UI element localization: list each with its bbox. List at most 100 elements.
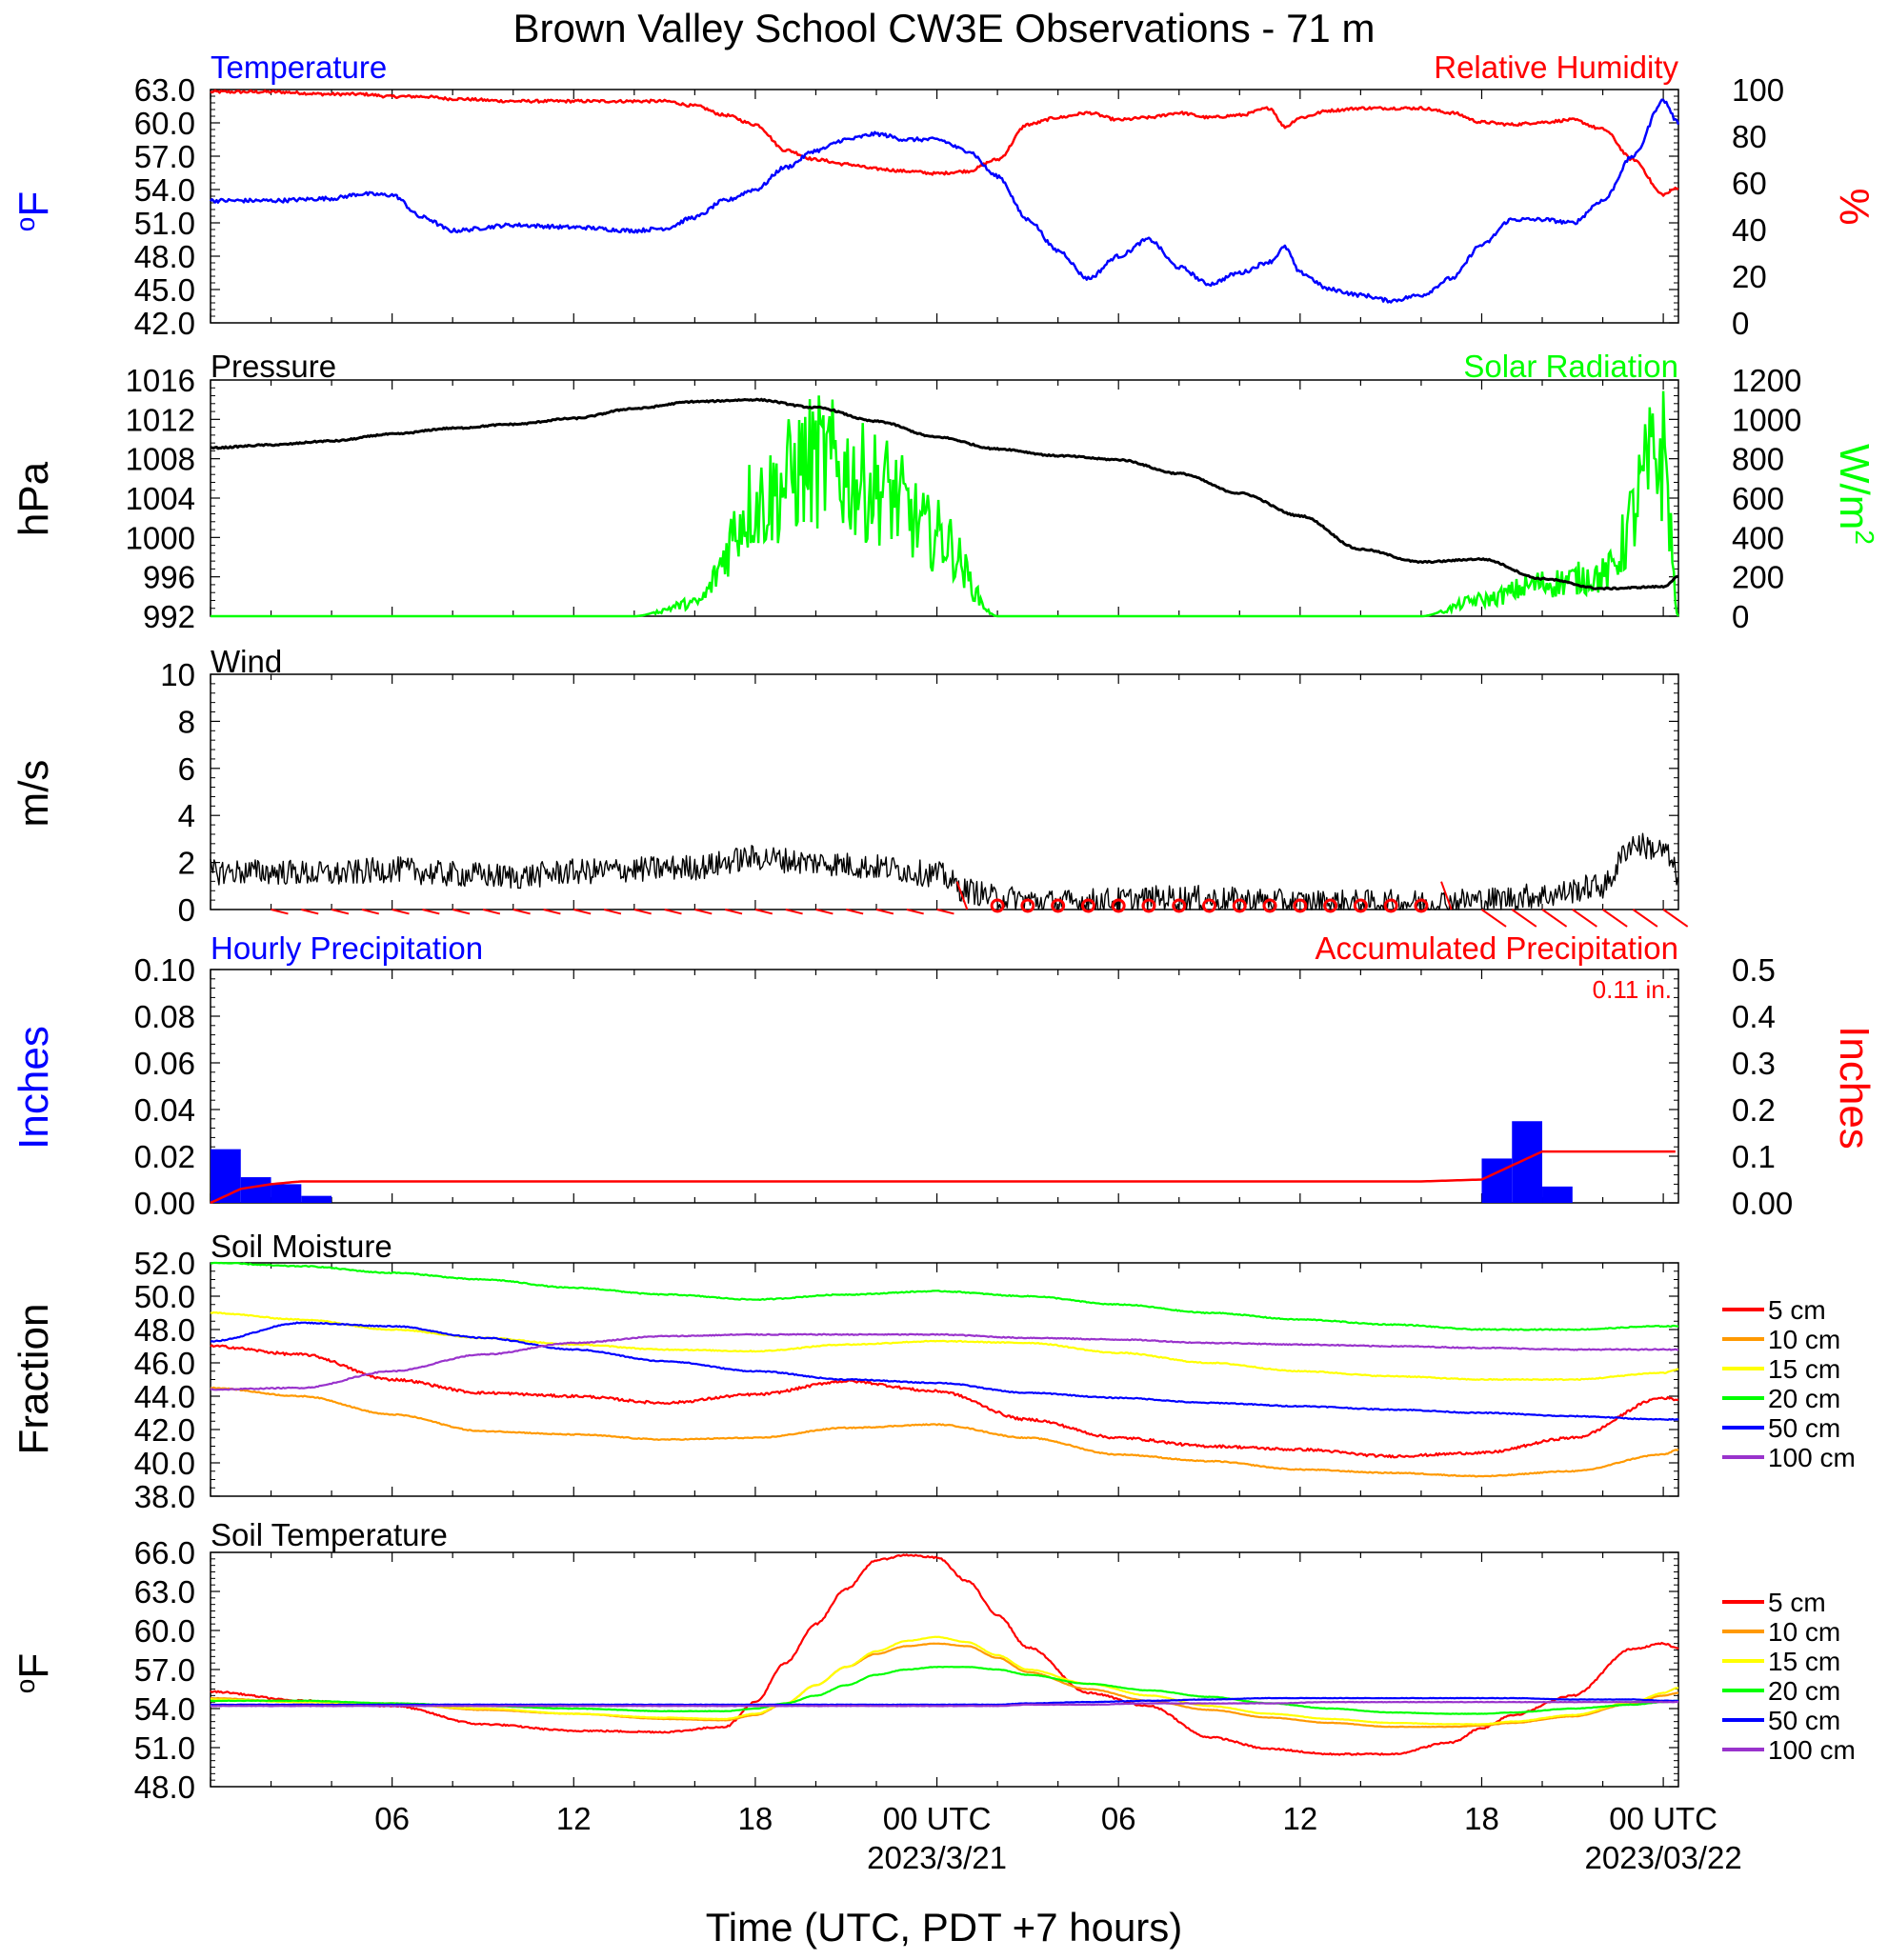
wind-barb	[512, 909, 531, 915]
soil-moisture-panel: Soil Moisture 52.050.048.046.044.042.040…	[10, 1229, 1856, 1514]
x-tick-label: 00 UTC	[1609, 1801, 1717, 1836]
y-tick-label: 42.0	[134, 1412, 195, 1448]
soil-moisture-unit: Fraction	[10, 1304, 57, 1455]
x-date-label: 2023/03/22	[1585, 1840, 1742, 1875]
y-tick-label: 63.0	[134, 1574, 195, 1610]
y-tick-label: 992	[143, 599, 195, 634]
wind-calm-marker	[1232, 898, 1247, 913]
pressure-plot: 1016 1012 1008 1004 1000 996 992 1200 1000 800 600…	[126, 363, 1802, 634]
soil-temperature-line	[210, 1696, 1679, 1707]
precipitation-panel: Hourly Precipitation Accumulated Precipi…	[10, 930, 1878, 1221]
pressure-unit: hPa	[10, 461, 57, 536]
x-tick-label: 06	[374, 1801, 410, 1836]
temperature-panel: Temperature Relative Humidity 63.060.057…	[10, 50, 1878, 341]
wind-title: Wind	[211, 644, 282, 679]
wind-barb	[936, 909, 954, 915]
y-tick-label: 60.0	[134, 1613, 195, 1649]
wind-barb	[955, 881, 969, 910]
soil-moisture-line	[210, 1261, 1679, 1331]
y2-tick-label: 800	[1732, 442, 1784, 477]
y2-tick-label: 0.5	[1732, 952, 1776, 988]
y-tick-label: 0.04	[134, 1092, 195, 1128]
y-tick-label: 51.0	[134, 1730, 195, 1766]
legend-label: 50 cm	[1768, 1413, 1840, 1443]
legend-label: 10 cm	[1768, 1325, 1840, 1354]
y-tick-label: 2	[178, 846, 195, 881]
y-tick-label: 1008	[126, 442, 195, 477]
wind-barb	[1511, 909, 1537, 928]
y-tick-label: 63.0	[134, 72, 195, 108]
wind-calm-marker	[1172, 898, 1187, 913]
soil-moisture-line	[210, 1321, 1679, 1421]
y-tick-label: 1004	[126, 481, 195, 516]
y2-tick-label: 0.3	[1732, 1046, 1776, 1081]
y-tick-label: 8	[178, 704, 195, 739]
wind-calm-marker	[1080, 898, 1095, 913]
y-tick-label: 0.08	[134, 999, 195, 1034]
time-axis-label: Time (UTC, PDT +7 hours)	[706, 1905, 1183, 1950]
wind-barb	[331, 909, 350, 915]
wind-barb	[422, 909, 440, 915]
precipitation-plot: 0.10 0.08 0.06 0.04 0.02 0.00 0.5 0.4 0.3 0.2 0.1 0…	[134, 952, 1793, 1221]
y-tick-label: 44.0	[134, 1379, 195, 1414]
y-tick-label: 0.02	[134, 1139, 195, 1174]
wind-barb	[1480, 909, 1507, 928]
y2-tick-label: 400	[1732, 520, 1784, 555]
precip-bar	[240, 1177, 271, 1203]
y-tick-label: 60.0	[134, 106, 195, 141]
pressure-line	[210, 397, 1679, 591]
rh-line	[210, 89, 1679, 197]
y-tick-label: 66.0	[134, 1535, 195, 1570]
legend-label: 15 cm	[1768, 1647, 1840, 1676]
x-tick-label: 18	[738, 1801, 773, 1836]
y-tick-label: 54.0	[134, 1691, 195, 1727]
wind-calm-marker	[1323, 898, 1338, 913]
rh-unit: %	[1831, 188, 1878, 225]
y2-tick-label: 0.2	[1732, 1092, 1776, 1128]
wind-barb	[452, 909, 471, 915]
precip-bar	[1481, 1158, 1513, 1203]
temperature-unit: oF	[10, 191, 57, 231]
soil-moisture-line	[210, 1386, 1679, 1478]
wind-calm-marker	[1262, 898, 1277, 913]
y-tick-label: 38.0	[134, 1479, 195, 1514]
y-tick-label: 46.0	[134, 1346, 195, 1381]
y2-tick-label: 60	[1732, 166, 1767, 201]
wind-barb	[301, 909, 319, 915]
wind-calm-marker	[1051, 898, 1066, 913]
y2-tick-label: 0	[1732, 306, 1749, 341]
wind-barb	[1572, 909, 1597, 928]
accumulated-precip-line	[210, 1150, 1676, 1205]
y2-tick-label: 80	[1732, 119, 1767, 154]
y-tick-label: 40.0	[134, 1446, 195, 1481]
soil-temperature-plot: 66.0 63.060.057.054.051.0 48.0	[134, 1535, 1679, 1805]
precip-left-unit: Inches	[10, 1026, 57, 1150]
legend-label: 5 cm	[1768, 1588, 1826, 1617]
y2-tick-label: 1200	[1732, 363, 1801, 398]
wind-barb	[845, 909, 864, 915]
precip-bar	[301, 1195, 332, 1203]
soil-temperature-unit: oF	[10, 1653, 57, 1693]
x-tick-label: 00 UTC	[883, 1801, 992, 1836]
soil-temperature-line	[211, 1700, 1679, 1708]
wind-calm-marker	[1293, 898, 1308, 913]
temperature-title: Temperature	[211, 50, 387, 85]
y-tick-label: 57.0	[134, 1652, 195, 1688]
x-tick-label: 12	[556, 1801, 592, 1836]
y2-tick-label: 0.4	[1732, 999, 1776, 1034]
soil-moisture-line	[210, 1332, 1679, 1391]
legend-label: 20 cm	[1768, 1384, 1840, 1413]
figure-title: Brown Valley School CW3E Observations - …	[513, 6, 1376, 50]
y2-tick-label: 0.1	[1732, 1139, 1776, 1174]
legend-label: 50 cm	[1768, 1706, 1840, 1735]
wind-calm-marker	[1414, 898, 1429, 913]
wind-barb	[543, 909, 561, 915]
legend-label: 20 cm	[1768, 1676, 1840, 1706]
soil-temperature-title: Soil Temperature	[211, 1517, 448, 1552]
soil-moisture-line	[210, 1310, 1679, 1382]
y-tick-label: 0.00	[134, 1186, 195, 1221]
y2-tick-label: 1000	[1732, 402, 1801, 437]
temperature-line	[210, 98, 1680, 304]
wind-barb	[603, 909, 622, 915]
